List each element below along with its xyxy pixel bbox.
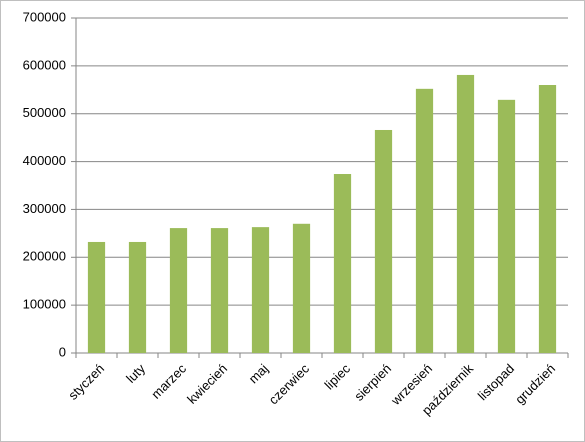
bar <box>169 228 188 353</box>
y-tick-label: 0 <box>59 344 66 359</box>
bar <box>128 241 147 353</box>
bar <box>374 129 393 353</box>
bar <box>456 74 475 353</box>
y-tick-label: 200000 <box>23 249 66 264</box>
y-tick-label: 300000 <box>23 201 66 216</box>
bar <box>333 174 352 353</box>
bar <box>415 88 434 353</box>
bar <box>538 85 557 353</box>
y-tick-label: 400000 <box>23 153 66 168</box>
y-tick-label: 700000 <box>23 9 66 24</box>
y-tick-label: 500000 <box>23 105 66 120</box>
y-tick-label: 100000 <box>23 297 66 312</box>
bar <box>497 99 516 353</box>
bar <box>292 223 311 353</box>
y-tick-label: 600000 <box>23 57 66 72</box>
bar <box>210 228 229 353</box>
bar <box>87 241 106 353</box>
bar <box>251 227 270 353</box>
